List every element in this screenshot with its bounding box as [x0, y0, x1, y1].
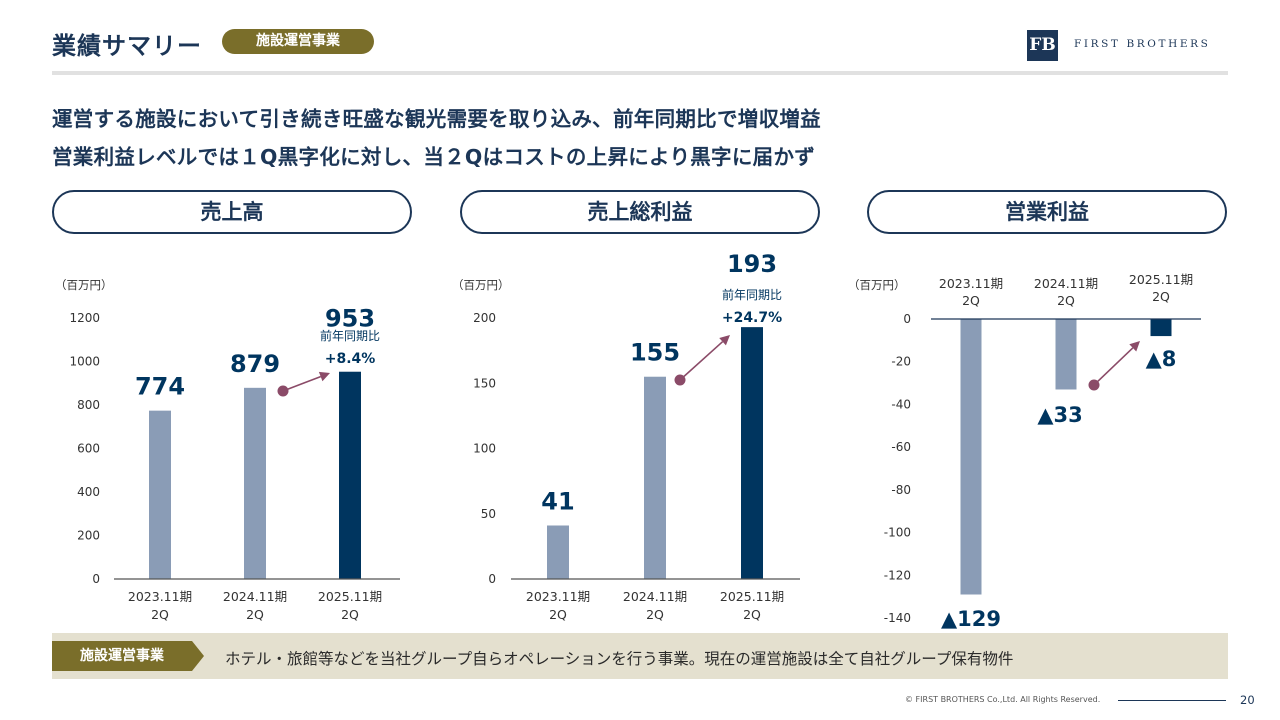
footer-segment-tag: 施設運営事業 — [52, 641, 204, 671]
page-number: 20 — [1240, 693, 1255, 707]
y-tick-label: 800 — [77, 398, 100, 412]
x-tick-label: 2023.11期 — [939, 276, 1003, 291]
company-logo-icon: FB — [1027, 30, 1058, 61]
trend-arrow-dot — [1088, 379, 1100, 391]
change-label: 前年同期比 — [320, 328, 380, 343]
y-tick-label: -100 — [884, 526, 911, 540]
footer-tag-shape — [52, 641, 204, 671]
y-tick-label: 50 — [481, 507, 496, 521]
y-tick-label: 1000 — [69, 355, 100, 369]
data-label: 774 — [135, 373, 185, 401]
y-tick-label: -60 — [891, 440, 911, 454]
x-tick-label: 2Q — [549, 607, 567, 622]
trend-arrow-head — [318, 371, 330, 382]
data-label: ▲33 — [1037, 403, 1082, 427]
data-label: ▲8 — [1146, 347, 1177, 371]
page-title: 業績サマリー — [52, 32, 202, 60]
y-tick-label: 0 — [92, 572, 100, 586]
x-tick-label: 2024.11期 — [623, 589, 687, 604]
bar — [644, 376, 666, 579]
x-tick-label: 2024.11期 — [1034, 276, 1098, 291]
x-tick-label: 2025.11期 — [318, 589, 382, 604]
footer-tag-label: 施設運営事業 — [80, 648, 164, 664]
trend-arrow-line — [679, 341, 724, 381]
y-tick-label: -20 — [891, 355, 911, 369]
y-tick-label: 0 — [903, 312, 911, 326]
x-tick-label: 2Q — [962, 293, 980, 308]
y-tick-label: 1200 — [69, 311, 100, 325]
headline-line-1: 運営する施設において引き続き旺盛な観光需要を取り込み、前年同期比で増収増益 — [52, 107, 821, 131]
segment-badge: 施設運営事業 — [222, 29, 374, 54]
x-tick-label: 2Q — [246, 607, 264, 622]
header-divider — [52, 71, 1228, 75]
y-tick-label: 600 — [77, 442, 100, 456]
y-tick-label: -80 — [891, 483, 911, 497]
axis-unit-label: （百万円） — [452, 278, 510, 292]
footer-description: ホテル・旅館等などを当社グループ自らオペレーションを行う事業。現在の運営施設は全… — [225, 650, 1014, 668]
bar — [960, 319, 982, 595]
x-tick-label: 2Q — [743, 607, 761, 622]
bar — [149, 410, 171, 579]
change-value: +8.4% — [325, 351, 376, 367]
trend-arrow-head — [719, 335, 730, 346]
x-tick-label: 2Q — [646, 607, 664, 622]
y-tick-label: 0 — [488, 572, 496, 586]
x-tick-label: 2025.11期 — [720, 589, 784, 604]
trend-arrow-head — [1129, 341, 1140, 352]
chart-title-sales: 売上高 — [52, 190, 412, 234]
y-tick-label: 200 — [473, 311, 496, 325]
data-label: 155 — [630, 339, 680, 367]
y-tick-label: 100 — [473, 442, 496, 456]
x-tick-label: 2023.11期 — [128, 589, 192, 604]
trend-arrow-line — [1093, 347, 1134, 386]
trend-arrow-dot — [674, 374, 686, 386]
x-tick-label: 2025.11期 — [1129, 272, 1193, 287]
trend-arrow-dot — [277, 385, 289, 397]
y-tick-label: 200 — [77, 529, 100, 543]
y-tick-label: -40 — [891, 397, 911, 411]
x-tick-label: 2023.11期 — [526, 589, 590, 604]
company-logo-text: FIRST BROTHERS — [1074, 38, 1211, 50]
x-tick-label: 2Q — [1152, 289, 1170, 304]
axis-unit-label: （百万円） — [55, 278, 113, 292]
axis-unit-label: （百万円） — [848, 278, 906, 292]
copyright: © FIRST BROTHERS Co.,Ltd. All Rights Res… — [905, 695, 1101, 704]
bar — [547, 525, 569, 579]
data-label: 193 — [727, 250, 777, 278]
y-tick-label: 400 — [77, 485, 100, 499]
chart-title-operating-profit: 営業利益 — [867, 190, 1227, 234]
footer-band — [52, 633, 1228, 679]
headline-line-2: 営業利益レベルでは１Q黒字化に対し、当２Qはコストの上昇により黒字に届かず — [52, 145, 816, 169]
data-label: ▲129 — [941, 607, 1001, 631]
bar — [339, 371, 361, 579]
bar — [1150, 319, 1172, 337]
y-tick-label: -140 — [884, 611, 911, 625]
data-label: 879 — [230, 350, 280, 378]
bar — [244, 387, 266, 579]
bar — [1055, 319, 1077, 390]
trend-arrow-line — [282, 375, 321, 392]
bar — [741, 327, 763, 579]
data-label: 41 — [541, 487, 574, 515]
change-label: 前年同期比 — [722, 287, 782, 302]
chart-title-gross-profit: 売上総利益 — [460, 190, 820, 234]
x-tick-label: 2024.11期 — [223, 589, 287, 604]
data-label: 953 — [325, 305, 375, 333]
x-tick-label: 2Q — [341, 607, 359, 622]
change-value: +24.7% — [722, 310, 782, 326]
y-tick-label: 150 — [473, 376, 496, 390]
footer-rule — [1118, 700, 1226, 701]
y-tick-label: -120 — [884, 568, 911, 582]
x-tick-label: 2Q — [1057, 293, 1075, 308]
x-tick-label: 2Q — [151, 607, 169, 622]
